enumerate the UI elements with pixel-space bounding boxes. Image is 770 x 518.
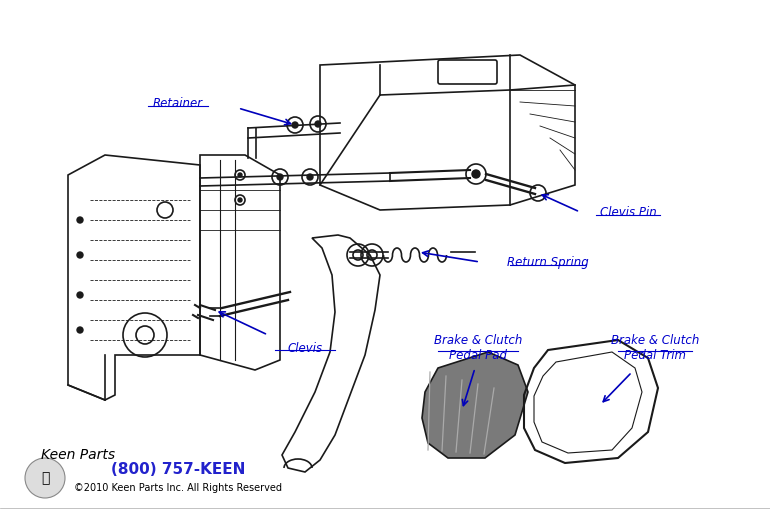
Circle shape (307, 174, 313, 180)
Text: (800) 757-KEEN: (800) 757-KEEN (111, 463, 245, 478)
Polygon shape (422, 352, 528, 458)
Circle shape (77, 252, 83, 258)
Text: Return Spring: Return Spring (507, 255, 589, 268)
Circle shape (315, 121, 321, 127)
Text: Brake & Clutch
Pedal Pad: Brake & Clutch Pedal Pad (434, 334, 522, 362)
Circle shape (277, 174, 283, 180)
Text: ©2010 Keen Parts Inc. All Rights Reserved: ©2010 Keen Parts Inc. All Rights Reserve… (74, 483, 282, 493)
Circle shape (238, 198, 242, 202)
Circle shape (472, 170, 480, 178)
Text: Clevis: Clevis (287, 341, 323, 354)
Circle shape (77, 292, 83, 298)
Circle shape (25, 458, 65, 498)
Text: Clevis Pin: Clevis Pin (600, 206, 656, 219)
Circle shape (77, 217, 83, 223)
Circle shape (292, 122, 298, 128)
Text: Brake & Clutch
Pedal Trim: Brake & Clutch Pedal Trim (611, 334, 699, 362)
Circle shape (77, 327, 83, 333)
Circle shape (238, 173, 242, 177)
Text: 🚗: 🚗 (41, 471, 49, 485)
Text: Keen Parts: Keen Parts (41, 448, 115, 462)
Text: Retainer: Retainer (153, 96, 203, 109)
